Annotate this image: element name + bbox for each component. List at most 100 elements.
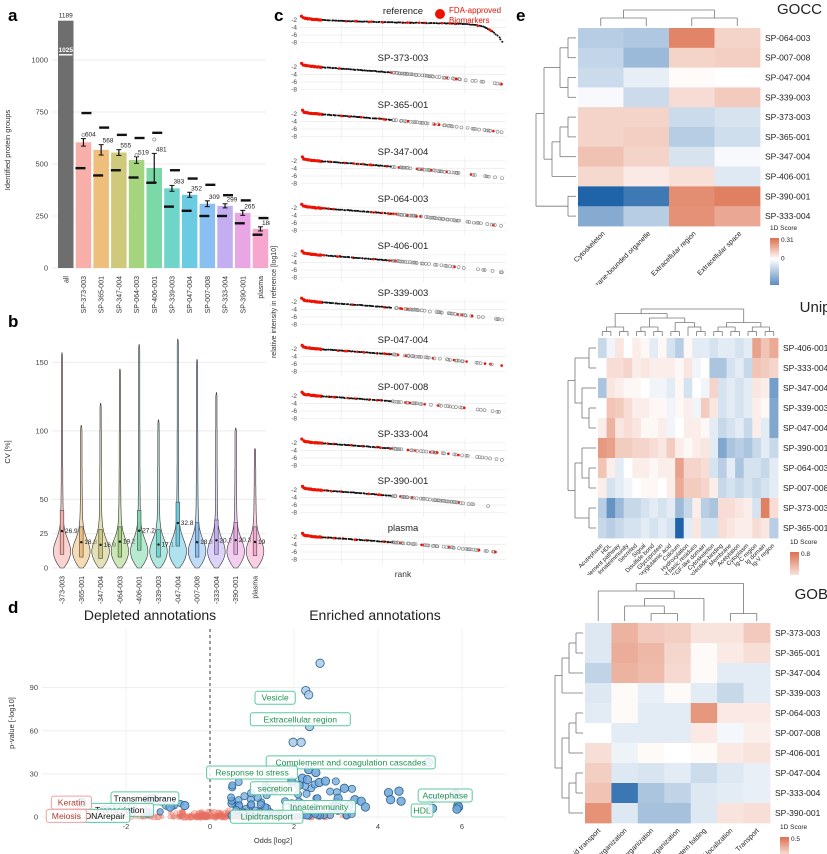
svg-text:plasma: plasma: [253, 576, 260, 599]
heatmap-gobp-svg: GOBP SP-373-003 SP-365-001 SP-347-004 SP-339…: [554, 583, 827, 854]
svg-text:-6: -6: [291, 267, 297, 274]
svg-text:18.8: 18.8: [84, 539, 97, 546]
svg-text:Lipid transport: Lipid transport: [566, 827, 602, 854]
svg-text:-4: -4: [291, 24, 297, 31]
svg-text:-8: -8: [291, 369, 297, 376]
svg-text:GOCC: GOCC: [777, 1, 822, 18]
svg-text:Enriched annotations: Enriched annotations: [309, 607, 441, 623]
svg-text:1025: 1025: [59, 47, 74, 54]
svg-text:SP-390-001: SP-390-001: [783, 443, 827, 453]
svg-text:-8: -8: [291, 463, 297, 470]
svg-text:-4: -4: [291, 306, 297, 313]
svg-text:Keratin: Keratin: [58, 798, 85, 808]
svg-text:SP-047-004: SP-047-004: [175, 576, 182, 604]
svg-text:25: 25: [40, 529, 48, 538]
svg-text:SP-064-003: SP-064-003: [117, 576, 124, 604]
svg-text:SP-339-003: SP-339-003: [775, 688, 821, 698]
svg-text:SP-047-004: SP-047-004: [783, 423, 827, 433]
svg-text:DNArepair: DNArepair: [85, 811, 125, 821]
panel-a-bar-chart: 0 250 500 750 1000 Identified protein groups 1…: [0, 0, 273, 337]
svg-text:Identified protein groups: Identified protein groups: [3, 110, 12, 191]
panel-b-violin-chart: 0 25 50 100 150 CV [%] 26.9 SP-373-003 18.8 SP-36…: [0, 322, 270, 613]
violin-chart-svg: 0 25 50 100 150 CV [%] 26.9 SP-373-003 18.8 SP-36…: [3, 338, 266, 613]
svg-text:SP-347-004: SP-347-004: [765, 152, 811, 162]
svg-text:Odds [log2]: Odds [log2]: [254, 836, 292, 845]
svg-text:-2: -2: [291, 64, 297, 71]
svg-text:Lipidtransport: Lipidtransport: [241, 812, 294, 822]
svg-text:SP-365-001: SP-365-001: [775, 648, 821, 658]
svg-text:SP-365-001: SP-365-001: [79, 576, 86, 604]
svg-text:SP-373-003: SP-373-003: [783, 503, 827, 513]
panel-d-label: d: [8, 598, 19, 617]
svg-text:SP-347-004: SP-347-004: [775, 668, 821, 678]
svg-text:Vesicle: Vesicle: [261, 693, 288, 703]
svg-text:0.5: 0.5: [791, 836, 800, 843]
svg-text:-6: -6: [291, 220, 297, 227]
svg-text:-2: -2: [291, 158, 297, 165]
svg-text:-6: -6: [291, 314, 297, 321]
svg-text:SP-007-008: SP-007-008: [205, 276, 212, 313]
svg-text:20.3: 20.3: [239, 537, 252, 544]
svg-text:-2: -2: [291, 534, 297, 541]
panel-c-rank-plots: relative intensity in reference [log10] r…: [268, 2, 513, 603]
svg-text:SP-406-001: SP-406-001: [783, 343, 827, 353]
svg-text:SP-390-001: SP-390-001: [378, 476, 429, 487]
svg-text:CV [%]: CV [%]: [3, 440, 12, 463]
svg-text:0: 0: [44, 264, 48, 273]
svg-text:0: 0: [208, 822, 212, 831]
svg-text:Extracellular region: Extracellular region: [650, 230, 697, 277]
svg-text:SP-333-004: SP-333-004: [378, 429, 429, 440]
svg-text:p-value [-log10]: p-value [-log10]: [7, 697, 16, 749]
svg-text:-8: -8: [291, 275, 297, 282]
svg-text:568: 568: [103, 138, 114, 145]
svg-text:Meiosis: Meiosis: [52, 811, 81, 821]
svg-text:-6: -6: [291, 126, 297, 133]
svg-text:-2: -2: [291, 205, 297, 212]
svg-text:SP-365-001: SP-365-001: [378, 100, 429, 111]
svg-text:SP-373-003: SP-373-003: [81, 276, 88, 313]
panel-d-volcano-plot: Depleted annotations Enriched annotations…: [0, 595, 515, 854]
svg-text:27.2: 27.2: [142, 528, 155, 535]
svg-text:-4: -4: [291, 165, 297, 172]
svg-text:SP-064-003: SP-064-003: [775, 708, 821, 718]
svg-text:SP-047-004: SP-047-004: [378, 335, 429, 346]
svg-text:1189: 1189: [59, 13, 73, 20]
svg-text:-6: -6: [291, 549, 297, 556]
svg-text:-8: -8: [291, 557, 297, 564]
svg-text:-6: -6: [291, 173, 297, 180]
svg-text:-2: -2: [291, 252, 297, 259]
svg-text:-2: -2: [291, 17, 297, 24]
svg-text:-4: -4: [291, 118, 297, 125]
svg-text:-4: -4: [291, 259, 297, 266]
svg-text:Biomarkers: Biomarkers: [449, 16, 489, 25]
panel-b-label: b: [8, 312, 19, 331]
svg-text:-4: -4: [291, 212, 297, 219]
svg-text:-2: -2: [123, 822, 130, 831]
svg-text:SP-047-004: SP-047-004: [187, 276, 194, 313]
svg-text:SP-339-003: SP-339-003: [765, 92, 811, 102]
svg-text:500: 500: [35, 160, 48, 169]
svg-text:-2: -2: [291, 440, 297, 447]
svg-text:Transmembrane: Transmembrane: [114, 793, 177, 803]
svg-text:SP-406-001: SP-406-001: [152, 276, 159, 313]
svg-text:-4: -4: [291, 541, 297, 548]
svg-text:6: 6: [460, 822, 464, 831]
svg-text:GOBP: GOBP: [795, 586, 827, 603]
svg-text:90: 90: [30, 683, 38, 692]
svg-text:-2: -2: [291, 111, 297, 118]
svg-text:19: 19: [258, 539, 266, 546]
svg-text:SP-365-001: SP-365-001: [99, 276, 106, 313]
svg-text:352: 352: [191, 185, 202, 192]
svg-text:SP-390-001: SP-390-001: [765, 191, 811, 201]
svg-text:1000: 1000: [31, 56, 48, 65]
svg-text:SP-406-001: SP-406-001: [378, 241, 429, 252]
svg-text:SP-339-003: SP-339-003: [378, 288, 429, 299]
svg-text:-8: -8: [291, 134, 297, 141]
svg-text:SP-390-001: SP-390-001: [233, 576, 240, 604]
heatmap-uniprot-svg: Uniprot SP-406-001 SP-333-004 SP-347-004 SP-…: [567, 299, 827, 575]
svg-text:519: 519: [138, 150, 149, 157]
svg-text:250: 250: [35, 212, 48, 221]
svg-text:-2: -2: [291, 393, 297, 400]
svg-text:50: 50: [40, 495, 48, 504]
svg-text:17.1: 17.1: [162, 542, 175, 549]
